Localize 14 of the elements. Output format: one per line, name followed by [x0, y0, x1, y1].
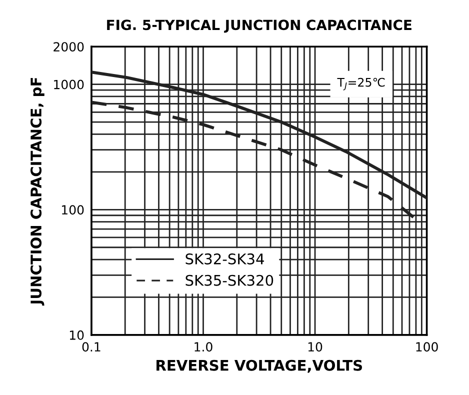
y-axis-title: JUNCTION CAPACITANCE, pF [30, 78, 44, 306]
y-tick-label: 1000 [54, 80, 84, 90]
x-tick-label: 0.1 [82, 342, 100, 352]
x-tick-label: 1.0 [194, 342, 212, 352]
chart-title: FIG. 5-TYPICAL JUNCTION CAPACITANCE [107, 20, 412, 33]
y-tick-label: 100 [62, 205, 84, 215]
y-tick-label: 2000 [54, 42, 84, 52]
x-tick-label: 100 [416, 342, 438, 352]
annotation: T$_{J}$=25℃ [337, 78, 385, 90]
legend-label: SK35-SK320 [186, 274, 274, 286]
y-tick-label: 10 [70, 330, 84, 340]
x-axis-title: REVERSE VOLTAGE,VOLTS [156, 360, 362, 373]
x-tick-label: 10 [308, 342, 322, 352]
legend-label: SK32-SK34 [186, 253, 264, 264]
